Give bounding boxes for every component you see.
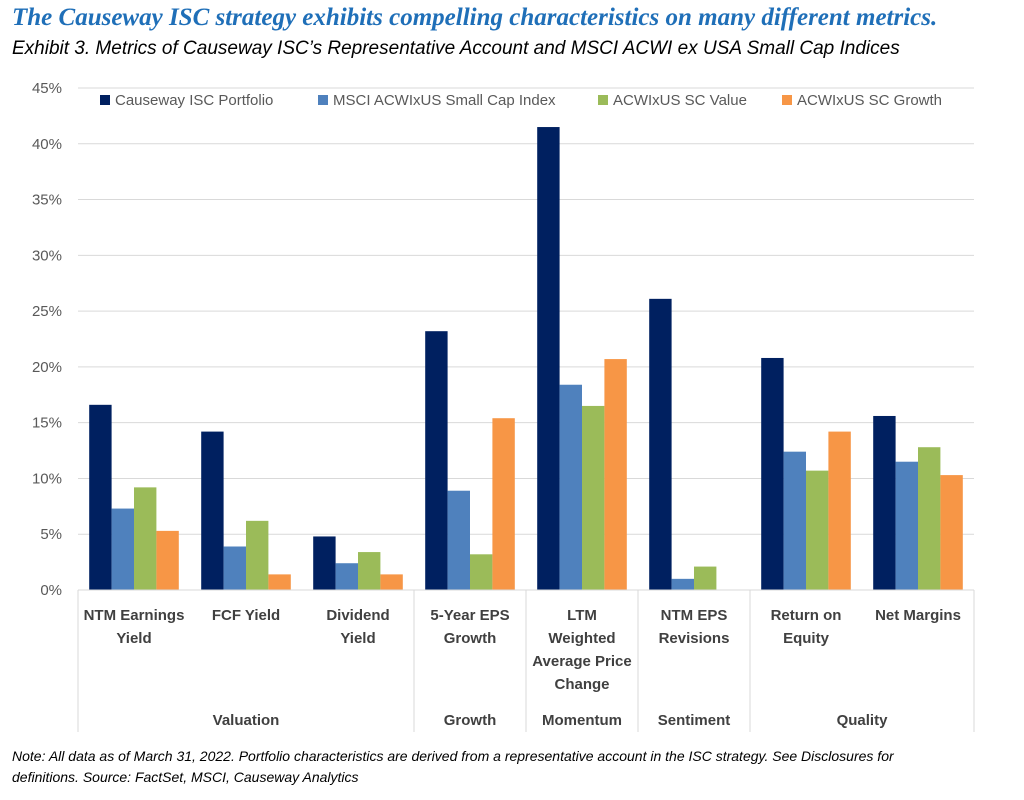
bar-3-3 [358,552,381,590]
y-tick-label: 35% [32,192,62,209]
group-label: Growth [444,712,497,729]
y-tick-label: 5% [40,526,62,543]
y-tick-label: 10% [32,470,62,487]
bar-2-3 [335,563,358,590]
bar-2-2 [223,546,246,590]
footnote: Note: All data as of March 31, 2022. Por… [12,746,1012,788]
bar-3-2 [246,520,269,590]
bar-4-8 [940,475,963,590]
bar-4-3 [380,574,403,590]
y-tick-label: 40% [32,136,62,153]
bar-4-7 [828,431,851,590]
category-label: FCF Yield [212,607,280,624]
y-tick-label: 0% [40,582,62,599]
group-label: Momentum [542,712,622,729]
bar-3-1 [134,487,157,590]
bar-1-2 [201,431,224,590]
category-label: NTM Earnings [84,607,185,624]
legend-label: ACWIxUS SC Growth [797,92,942,109]
category-label: 5-Year EPS [430,607,509,624]
category-label: Average Price [532,653,632,670]
category-label: Yield [340,630,375,647]
bar-4-5 [604,359,627,590]
bar-1-4 [425,331,448,590]
y-tick-label: 45% [32,80,62,97]
category-label: Weighted [548,630,615,647]
legend-swatch [100,95,110,105]
bar-2-6 [671,578,694,590]
legend-label: MSCI ACWIxUS Small Cap Index [333,92,556,109]
bar-3-7 [806,470,829,590]
bar-1-5 [537,127,560,591]
category-label: NTM EPS [661,607,728,624]
bar-1-7 [761,357,784,590]
group-label: Sentiment [658,712,731,729]
bar-4-1 [156,530,179,590]
bar-1-6 [649,298,672,590]
category-label: Equity [783,630,829,647]
bar-1-8 [873,415,896,590]
category-label: LTM [567,607,597,624]
y-tick-label: 20% [32,359,62,376]
headline: The Causeway ISC strategy exhibits compe… [12,4,938,31]
bar-2-4 [447,490,470,590]
bar-1-1 [89,404,112,590]
bar-3-6 [694,566,717,590]
category-label: Net Margins [875,607,961,624]
bar-3-5 [582,405,605,590]
exhibit-title: Exhibit 3. Metrics of Causeway ISC’s Rep… [12,38,900,59]
bar-chart: 0% 5% 10% 15% 20% 25% 30% 35% 40% 45% NTM Earnings… [32,80,975,732]
category-label: Dividend [326,607,389,624]
footnote-line-2: definitions. Source: FactSet, MSCI, Caus… [12,769,359,785]
group-label: Valuation [213,712,280,729]
bar-2-7 [783,451,806,590]
bar-2-8 [895,461,918,590]
bar-2-1 [111,508,134,590]
y-tick-label: 30% [32,247,62,264]
bar-4-2 [268,574,291,590]
bar-1-3 [313,536,336,590]
category-label: Revisions [659,630,730,647]
bar-4-4 [492,418,515,590]
y-tick-label: 25% [32,303,62,320]
legend-label: ACWIxUS SC Value [613,92,747,109]
group-label: Quality [837,712,889,729]
category-label: Change [554,676,609,693]
bar-2-5 [559,384,582,590]
legend-label: Causeway ISC Portfolio [115,92,273,109]
category-label: Growth [444,630,497,647]
legend-swatch [598,95,608,105]
bar-3-4 [470,554,493,590]
category-label: Return on [771,607,842,624]
legend-swatch [318,95,328,105]
footnote-line-1: Note: All data as of March 31, 2022. Por… [12,748,894,764]
bar-3-8 [918,447,941,590]
legend-swatch [782,95,792,105]
category-label: Yield [116,630,151,647]
y-tick-label: 15% [32,415,62,432]
